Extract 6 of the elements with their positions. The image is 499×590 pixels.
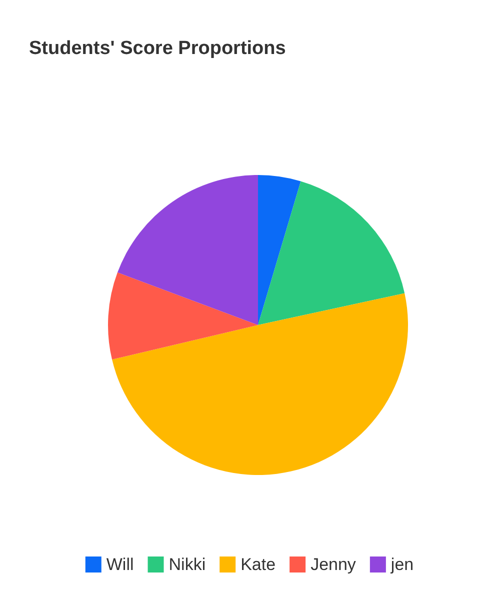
legend-label: Nikki bbox=[168, 555, 206, 574]
chart-title: Students' Score Proportions bbox=[29, 38, 286, 59]
legend-label: Will bbox=[106, 555, 134, 574]
legend-label: Kate bbox=[240, 555, 276, 574]
legend-label: jen bbox=[390, 555, 414, 574]
legend-label: Jenny bbox=[310, 555, 356, 574]
